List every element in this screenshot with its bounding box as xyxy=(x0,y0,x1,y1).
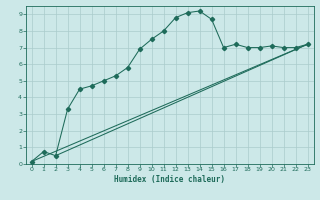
X-axis label: Humidex (Indice chaleur): Humidex (Indice chaleur) xyxy=(114,175,225,184)
